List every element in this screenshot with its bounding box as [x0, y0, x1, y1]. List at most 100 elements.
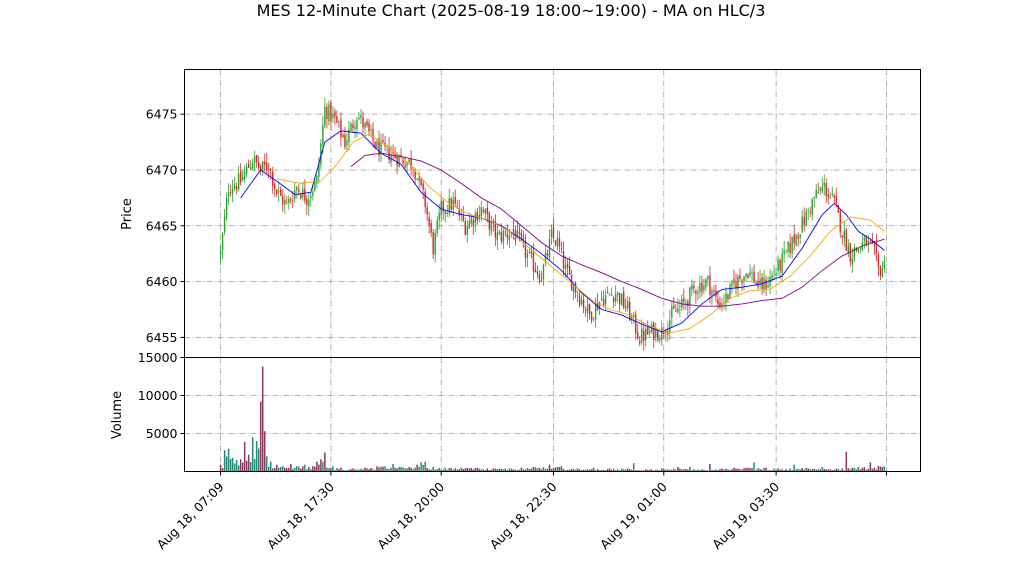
volume-bar — [364, 467, 366, 472]
candle-body — [500, 232, 503, 241]
candle-body — [542, 264, 545, 280]
candle-body — [588, 304, 591, 315]
volume-bar — [815, 469, 817, 472]
candle-body — [823, 182, 825, 187]
volume-bar — [450, 468, 452, 472]
candle-body — [480, 207, 483, 217]
volume-bar — [540, 469, 543, 472]
candle-body — [785, 250, 787, 252]
candle-body — [386, 145, 388, 147]
volume-bar — [528, 468, 531, 472]
volume-bar — [362, 469, 364, 472]
candle-body — [604, 295, 607, 305]
candle-body — [432, 232, 434, 255]
volume-bar — [751, 467, 753, 472]
volume-bar — [554, 467, 557, 472]
volume-bar — [498, 468, 501, 472]
candle-body — [404, 164, 406, 168]
candle-body — [492, 220, 495, 224]
volume-bar — [426, 468, 428, 472]
volume-bar — [314, 466, 316, 472]
volume-bar — [476, 467, 479, 472]
volume-bar — [356, 469, 358, 472]
volume-bar — [253, 458, 256, 472]
volume-bar — [322, 461, 324, 472]
candle-body — [803, 216, 805, 225]
candle-body — [534, 269, 537, 273]
volume-bar — [328, 468, 330, 472]
candle-body — [879, 266, 882, 276]
candle-body — [454, 197, 456, 204]
volume-bar — [863, 467, 866, 472]
candle-body — [791, 236, 793, 254]
candle-body — [292, 200, 294, 202]
volume-bar — [392, 463, 394, 472]
volume-bar — [458, 469, 460, 472]
candle-body — [703, 285, 705, 290]
volume-bar — [518, 469, 521, 472]
volume-bar — [711, 470, 713, 472]
candle-body — [346, 140, 348, 145]
volume-bar — [809, 469, 811, 472]
volume-bar — [833, 469, 836, 472]
volume-bar — [326, 467, 328, 472]
volume-bar — [683, 469, 685, 472]
candle-body — [763, 277, 765, 290]
price-y-tick-label: 6470 — [146, 162, 178, 177]
candle-body — [745, 273, 747, 277]
volume-bar — [524, 469, 527, 472]
volume-bar — [841, 468, 844, 472]
volume-bar — [404, 468, 406, 472]
volume-bar — [582, 469, 585, 472]
candle-body — [504, 231, 507, 233]
volume-bar — [434, 469, 436, 472]
candle-body — [873, 243, 876, 246]
volume-bar — [484, 470, 487, 472]
volume-bar — [775, 469, 777, 472]
candle-body — [376, 141, 378, 149]
volume-bar — [548, 464, 551, 472]
candle-body — [661, 327, 663, 340]
volume-bar — [468, 468, 471, 472]
volume-bar — [416, 464, 418, 472]
volume-bar — [344, 470, 346, 472]
volume-bar — [390, 467, 392, 472]
candle-body — [580, 300, 583, 304]
candle-body — [586, 304, 589, 313]
volume-bar — [464, 468, 467, 472]
volume-bar — [506, 469, 509, 472]
volume-bar — [602, 470, 605, 472]
volume-bar — [300, 468, 302, 472]
volume-bar — [651, 469, 653, 472]
candle-body — [280, 189, 282, 197]
volume-bar — [261, 366, 264, 472]
volume-bar — [767, 470, 769, 472]
volume-bar — [320, 459, 322, 472]
volume-bar — [348, 469, 350, 472]
candle-body — [755, 282, 757, 285]
volume-bar — [630, 469, 633, 472]
volume-bar — [777, 468, 779, 472]
candle-body — [568, 265, 571, 275]
volume-bar — [675, 469, 677, 472]
candle-body — [681, 298, 683, 308]
volume-bar — [737, 468, 739, 472]
volume-bar — [823, 468, 825, 472]
volume-bar — [647, 470, 649, 472]
candle-body — [276, 189, 278, 194]
candle-body — [460, 212, 462, 214]
volume-bar — [235, 460, 238, 472]
candle-body — [268, 169, 270, 171]
candle-body — [859, 248, 862, 250]
volume-bar — [799, 469, 801, 472]
volume-bar — [665, 469, 667, 472]
candle-body — [582, 299, 585, 309]
candle-body — [608, 293, 611, 295]
volume-bar — [302, 466, 304, 472]
candle-body — [576, 294, 579, 296]
volume-bar — [508, 468, 511, 472]
volume-y-axis: 5000 10000 15000 — [138, 350, 185, 441]
volume-bar — [699, 470, 701, 472]
candle-body — [635, 314, 637, 334]
volume-bar — [594, 470, 597, 472]
